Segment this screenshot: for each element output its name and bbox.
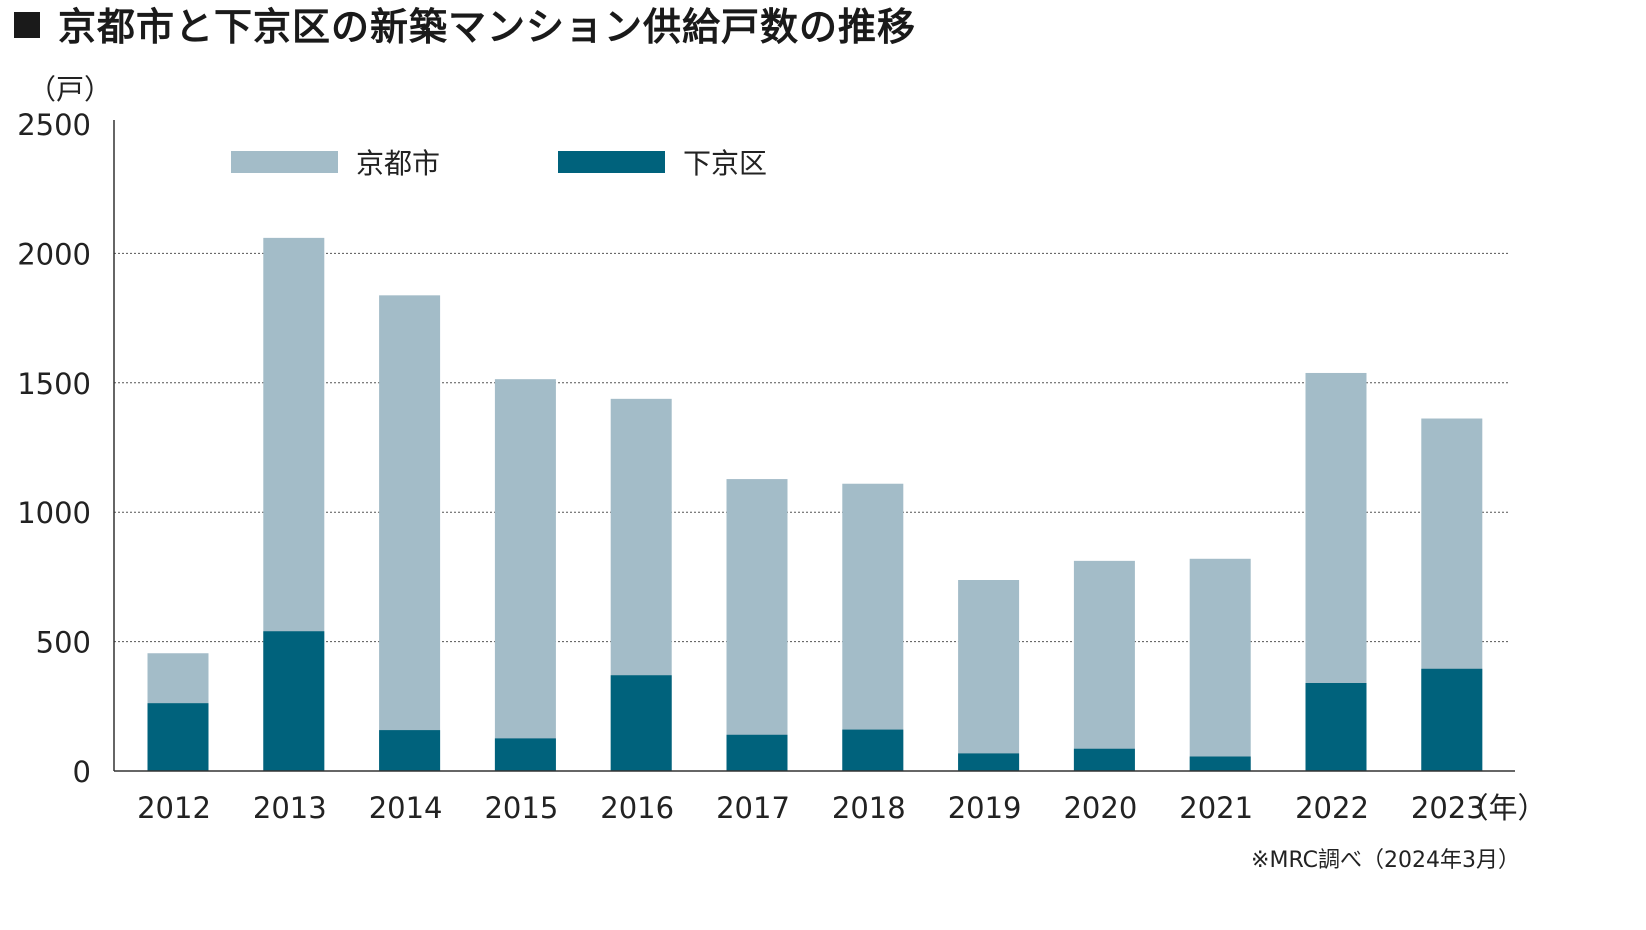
chart-title: 京都市と下京区の新築マンション供給戸数の推移	[14, 0, 916, 51]
x-tick-label: 2016	[600, 791, 674, 825]
x-tick-label: 2012	[137, 791, 211, 825]
legend-label: 京都市	[356, 147, 440, 180]
x-tick-label: 2021	[1179, 791, 1253, 825]
bar-shimogyo-ward	[610, 675, 672, 771]
bar-shimogyo-ward	[147, 703, 209, 771]
bar-kyoto-city	[958, 580, 1020, 771]
bar-shimogyo-ward	[726, 734, 788, 771]
bar-shimogyo-ward	[1305, 683, 1367, 771]
x-tick-label: 2020	[1063, 791, 1137, 825]
x-tick-label: 2022	[1295, 791, 1369, 825]
bar-shimogyo-ward	[1421, 668, 1483, 771]
source-note: ※MRC調べ（2024年3月）	[1251, 848, 1520, 873]
y-tick-label: 0	[73, 755, 91, 789]
bar-kyoto-city	[1073, 560, 1135, 771]
bar-shimogyo-ward	[842, 729, 904, 771]
x-axis-label: （年）	[1459, 791, 1546, 825]
bar-shimogyo-ward	[1073, 748, 1135, 771]
x-tick-label: 2013	[253, 791, 327, 825]
legend-swatch	[558, 151, 665, 173]
y-tick-label: 1000	[17, 496, 91, 530]
bar-shimogyo-ward	[958, 753, 1020, 771]
x-tick-label: 2014	[369, 791, 443, 825]
x-tick-label: 2017	[716, 791, 790, 825]
y-tick-label: 2500	[17, 108, 91, 142]
legend-label: 下京区	[683, 147, 767, 180]
y-axis-label: （戸）	[28, 73, 112, 106]
bar-shimogyo-ward	[1189, 756, 1251, 771]
bar-kyoto-city	[1189, 558, 1251, 771]
chart-title-text: 京都市と下京区の新築マンション供給戸数の推移	[58, 5, 917, 49]
bar-kyoto-city	[379, 295, 441, 771]
y-tick-label: 2000	[17, 237, 91, 271]
legend-swatch	[231, 151, 338, 173]
x-tick-label: 2023	[1411, 791, 1485, 825]
bar-shimogyo-ward	[494, 738, 556, 771]
bar-shimogyo-ward	[263, 631, 325, 771]
x-tick-label: 2019	[948, 791, 1022, 825]
x-tick-label: 2015	[484, 791, 558, 825]
y-tick-label: 500	[36, 626, 91, 660]
bar-shimogyo-ward	[379, 730, 441, 771]
x-tick-label: 2018	[832, 791, 906, 825]
bar-kyoto-city	[494, 379, 556, 771]
bar-kyoto-city	[726, 479, 788, 771]
y-tick-label: 1500	[17, 367, 91, 401]
bar-kyoto-city	[842, 483, 904, 771]
title-square-icon	[14, 12, 40, 38]
